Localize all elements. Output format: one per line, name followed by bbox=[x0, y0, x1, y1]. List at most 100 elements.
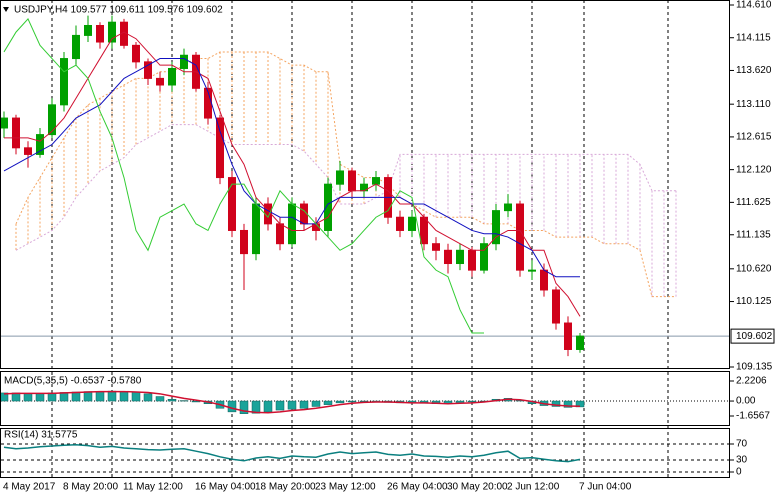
candle-body bbox=[492, 210, 500, 245]
candle-body bbox=[12, 117, 20, 149]
x-tick-label: 23 May 12:00 bbox=[315, 482, 376, 493]
candle-body bbox=[372, 177, 380, 185]
x-tick-label: 26 May 04:00 bbox=[387, 482, 448, 493]
x-tick-label: 2 Jun 12:00 bbox=[507, 482, 560, 493]
y-tick-label: 30 bbox=[736, 455, 748, 466]
macd-bar bbox=[83, 391, 93, 402]
plot-area bbox=[0, 15, 730, 473]
macd-bar bbox=[155, 396, 165, 402]
macd-bar bbox=[179, 400, 189, 402]
macd-bar bbox=[47, 392, 57, 402]
y-tick-label: 114.115 bbox=[736, 32, 771, 43]
candle-body bbox=[60, 58, 68, 106]
candle-body bbox=[396, 216, 404, 231]
macd-bar bbox=[107, 390, 117, 402]
y-tick-label: 113.110 bbox=[736, 99, 771, 110]
y-tick-label: 2.2206 bbox=[736, 376, 767, 387]
main-pane-border bbox=[0, 0, 730, 369]
candle-body bbox=[504, 203, 512, 212]
candle-body bbox=[552, 289, 560, 324]
macd-bar bbox=[95, 391, 105, 402]
menu-triangle bbox=[3, 7, 9, 12]
y-tick-label: 113.620 bbox=[736, 65, 772, 76]
candle-body bbox=[528, 269, 536, 272]
candle-body bbox=[420, 216, 428, 245]
macd-bar bbox=[143, 393, 153, 402]
candle-body bbox=[516, 203, 524, 271]
macd-bar bbox=[467, 400, 477, 403]
last-price-tag bbox=[730, 328, 775, 344]
candle-body bbox=[168, 67, 176, 86]
macd-bar bbox=[227, 400, 237, 413]
frame bbox=[0, 0, 730, 478]
candle-body bbox=[480, 243, 488, 271]
macd-bar bbox=[263, 400, 273, 413]
y-tick-label: 70 bbox=[736, 439, 748, 450]
macd-bar bbox=[311, 400, 321, 407]
x-tick-label: 16 May 04:00 bbox=[195, 482, 256, 493]
candle-body bbox=[180, 54, 188, 69]
macd-bar bbox=[575, 400, 585, 408]
candle-body bbox=[96, 24, 104, 43]
macd-bar bbox=[119, 391, 129, 402]
macd-bar bbox=[131, 391, 141, 402]
macd-bar bbox=[551, 400, 561, 407]
y-tick-label: 111.135 bbox=[736, 229, 771, 240]
y-tick-label: 111.625 bbox=[736, 197, 771, 208]
candle-body bbox=[432, 243, 440, 251]
macd-bar bbox=[275, 400, 285, 411]
x-tick-label: 18 May 20:00 bbox=[255, 482, 316, 493]
x-tick-label: 11 May 12:00 bbox=[123, 482, 183, 493]
candle-body bbox=[72, 34, 80, 60]
y-tick-label: 109.135 bbox=[736, 362, 773, 373]
candle-body bbox=[24, 147, 32, 155]
indicator-line bbox=[4, 31, 581, 317]
indicator-line bbox=[3, 58, 580, 278]
y-tick-label: 112.615 bbox=[736, 132, 772, 143]
macd-bar bbox=[35, 393, 45, 402]
y-tick-label: -1.6567 bbox=[736, 411, 770, 422]
macd-bar bbox=[347, 400, 357, 403]
candle-body bbox=[276, 223, 284, 245]
rsi-line bbox=[3, 444, 581, 463]
macd-bar bbox=[563, 400, 573, 408]
macd-bar bbox=[251, 400, 261, 414]
candle-body bbox=[240, 229, 248, 255]
x-tick-label: 4 May 2017 bbox=[3, 482, 56, 493]
y-tick-label: 112.120 bbox=[736, 164, 772, 175]
x-tick-label: 8 May 20:00 bbox=[63, 482, 118, 493]
y-tick-label: 0.00 bbox=[736, 396, 756, 407]
candle-body bbox=[540, 269, 548, 291]
x-tick-label: 30 May 20:00 bbox=[447, 482, 508, 493]
candle-body bbox=[144, 61, 152, 79]
last-price-label: 109.602 bbox=[736, 331, 773, 342]
candle-body bbox=[132, 44, 140, 63]
candle-body bbox=[84, 24, 92, 36]
indicator-line bbox=[3, 17, 484, 334]
candle-body bbox=[564, 322, 572, 350]
candle-body bbox=[336, 170, 344, 185]
candle-body bbox=[456, 249, 464, 265]
macd-bar bbox=[287, 400, 297, 410]
macd-bar bbox=[323, 400, 333, 405]
candle-body bbox=[0, 117, 8, 129]
candle-body bbox=[216, 117, 224, 179]
macd-bar bbox=[167, 398, 177, 402]
y-tick-label: 110.620 bbox=[736, 263, 772, 274]
candle-body bbox=[48, 104, 56, 136]
candle-body bbox=[324, 183, 332, 231]
macd-signal bbox=[3, 390, 581, 414]
macd-bar bbox=[239, 400, 249, 414]
candle-body bbox=[444, 249, 452, 265]
chart-title: USDJPY,H4 109.577 109.611 109.576 109.60… bbox=[14, 5, 223, 16]
macd-bar bbox=[23, 393, 33, 402]
candle-body bbox=[228, 177, 236, 231]
y-tick-label: 110.125 bbox=[736, 296, 772, 307]
candle-body bbox=[252, 203, 260, 255]
macd-bar bbox=[335, 400, 345, 404]
candle-body bbox=[408, 216, 416, 231]
rsi-pane-border bbox=[0, 428, 730, 478]
macd-label: MACD(5,35,5) -0.6537 -0.5780 bbox=[4, 376, 142, 387]
